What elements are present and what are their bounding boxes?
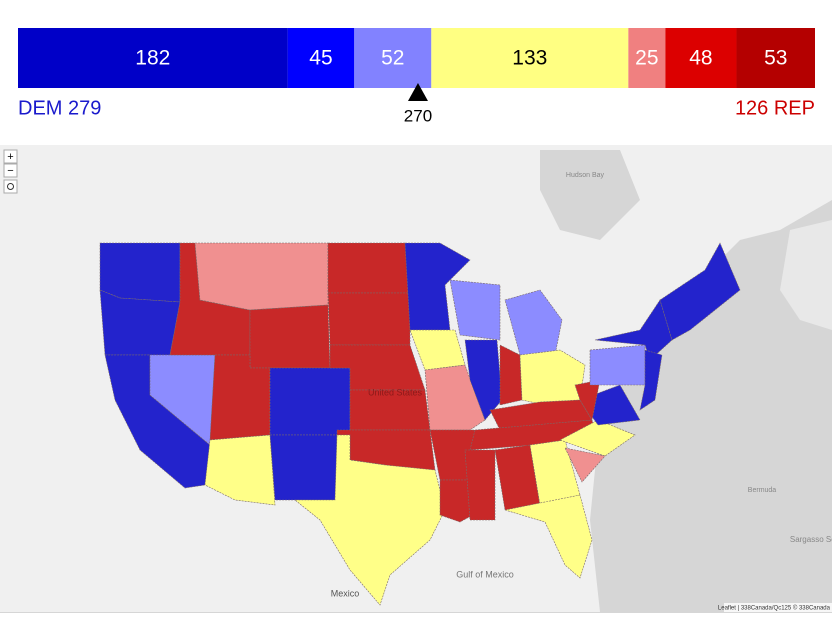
segment-label: 52 <box>381 47 404 70</box>
map-labels: United States Gulf of Mexico Mexico Bermuda… <box>331 172 832 599</box>
attribution[interactable]: Leaflet | 338Canada/Qc125 © 338Canada <box>718 605 831 612</box>
bar-segment <box>736 28 815 88</box>
bar-segment <box>287 28 355 88</box>
bar-segment <box>628 28 666 88</box>
dem-total: DEM 279 <box>18 97 101 119</box>
fullscreen-icon[interactable] <box>7 183 14 190</box>
fullscreen[interactable] <box>3 179 18 194</box>
attribution-bg <box>724 603 832 612</box>
zoom-out[interactable] <box>3 163 18 178</box>
segment-label: 45 <box>309 47 332 70</box>
bar-segment <box>431 28 629 88</box>
segment-label: 182 <box>135 47 170 70</box>
map-label: Sargasso Sea <box>790 535 832 544</box>
map[interactable]: United States Gulf of Mexico Mexico Bermuda… <box>0 145 832 613</box>
map-label: Mexico <box>331 588 360 598</box>
rep-total: 126 REP <box>735 97 815 119</box>
map-label: Bermuda <box>748 487 777 494</box>
states <box>99 242 741 606</box>
zoom-in-label[interactable]: + <box>7 151 13 163</box>
map-label: United States <box>368 387 423 397</box>
bar-segment <box>665 28 737 88</box>
map-label: Hudson Bay <box>566 172 605 179</box>
bar-segment <box>354 28 432 88</box>
zoom-in[interactable] <box>3 149 18 164</box>
map-label: Gulf of Mexico <box>456 569 514 579</box>
zoom-out-label[interactable]: − <box>7 165 13 177</box>
zoom-control[interactable]: + − <box>3 149 18 194</box>
hudson-bay <box>540 150 640 240</box>
electoral-bar: 182 45 52 133 25 48 53 270 <box>18 28 815 125</box>
segment-label: 25 <box>635 47 658 70</box>
segment-label: 48 <box>689 47 712 70</box>
threshold-label: 270 <box>404 106 432 125</box>
land <box>780 220 832 330</box>
threshold-marker <box>407 83 428 101</box>
bar-segment <box>18 28 288 88</box>
segment-label: 53 <box>764 47 787 70</box>
segment-label: 133 <box>512 47 547 70</box>
